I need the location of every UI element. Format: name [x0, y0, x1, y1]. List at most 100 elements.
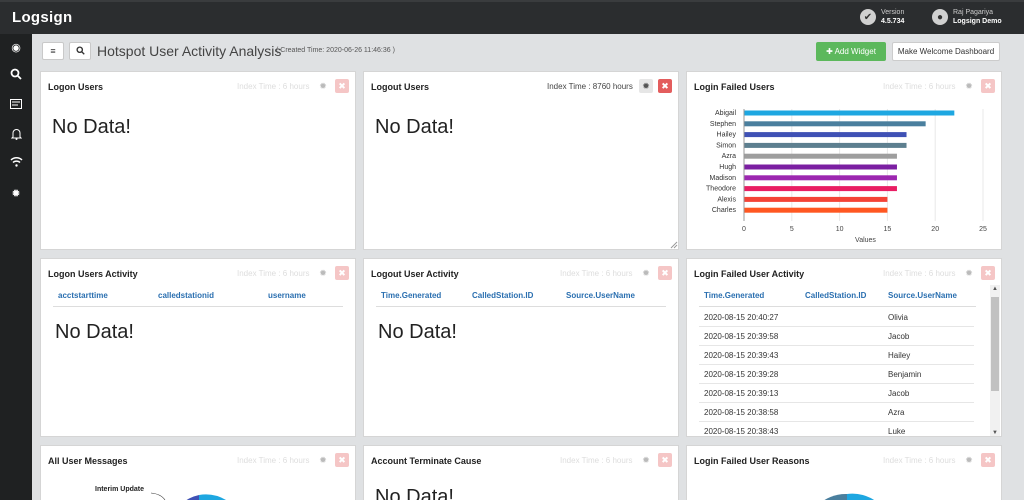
menu-toggle-button[interactable]: ≡ — [42, 42, 64, 60]
user-cell: Olivia — [888, 313, 909, 322]
settings-icon[interactable]: ✹ — [642, 268, 650, 278]
widget-login-failed-user-activity: Login Failed User Activity Index Time : … — [686, 258, 1002, 437]
close-icon[interactable]: ✖ — [981, 266, 995, 280]
search-button[interactable] — [69, 42, 91, 60]
widget-title: Logon Users — [48, 82, 104, 92]
search-icon[interactable] — [8, 68, 24, 84]
table-row[interactable]: 2020-08-15 20:40:27 Olivia — [699, 308, 974, 327]
index-time: Index Time : 6 hours — [560, 456, 633, 465]
table-header: Time.Generated CalledStation.ID Source.U… — [699, 291, 976, 307]
scroll-up-icon[interactable]: ▲ — [992, 286, 998, 292]
reasons-pie-chart — [817, 493, 877, 500]
no-data-text: No Data! — [52, 116, 131, 138]
scroll-down-icon[interactable]: ▼ — [992, 430, 998, 436]
time-cell: 2020-08-15 20:38:58 — [704, 408, 779, 417]
user-cell: Luke — [888, 427, 906, 436]
column-header[interactable]: username — [268, 291, 306, 300]
time-cell: 2020-08-15 20:39:43 — [704, 351, 779, 360]
settings-icon[interactable]: ✹ — [639, 79, 653, 93]
close-icon[interactable]: ✖ — [335, 266, 349, 280]
widget-logon-users: Logon Users Index Time : 6 hours ✹ ✖ No … — [40, 71, 356, 250]
table-row[interactable]: 2020-08-15 20:38:58 Azra — [699, 403, 974, 422]
pie-slice[interactable] — [847, 493, 877, 500]
widget-logout-user-activity: Logout User Activity Index Time : 6 hour… — [363, 258, 679, 437]
close-icon[interactable]: ✖ — [658, 266, 672, 280]
gear-icon[interactable]: ✹ — [11, 188, 21, 200]
close-icon[interactable]: ✖ — [335, 453, 349, 467]
settings-icon[interactable]: ✹ — [965, 268, 973, 278]
x-tick-label: 10 — [836, 226, 844, 233]
widget-login-failed-user-reasons: Login Failed User Reasons Index Time : 6… — [686, 445, 1002, 500]
widget-logout-users: Logout Users Index Time : 8760 hours ✹ ✖… — [363, 71, 679, 250]
version-label: Version — [881, 9, 905, 16]
settings-icon[interactable]: ✹ — [642, 455, 650, 465]
bar-charles[interactable] — [744, 207, 888, 213]
wifi-icon[interactable] — [8, 156, 24, 172]
column-header[interactable]: Source.UserName — [566, 291, 635, 300]
no-data-text: No Data! — [375, 486, 454, 500]
table-row[interactable]: 2020-08-15 20:39:43 Hailey — [699, 346, 974, 365]
table-row[interactable]: 2020-08-15 20:39:28 Benjamin — [699, 365, 974, 384]
index-time: Index Time : 6 hours — [237, 82, 310, 91]
column-header[interactable]: CalledStation.ID — [472, 291, 534, 300]
scrollbar-thumb[interactable] — [991, 297, 999, 391]
settings-icon[interactable]: ✹ — [319, 455, 327, 465]
column-header[interactable]: calledstationid — [158, 291, 215, 300]
table-row[interactable]: 2020-08-15 20:39:58 Jacob — [699, 327, 974, 346]
add-widget-button[interactable]: ✚ Add Widget — [816, 42, 886, 61]
bar-madison[interactable] — [744, 175, 897, 181]
time-cell: 2020-08-15 20:38:43 — [704, 427, 779, 436]
pie-slice[interactable] — [179, 495, 199, 500]
close-icon[interactable]: ✖ — [658, 453, 672, 467]
bar-alexis[interactable] — [744, 196, 888, 202]
user-menu[interactable]: ● Raj Pagariya Logsign Demo — [932, 8, 1002, 26]
table-header: Time.Generated CalledStation.ID Source.U… — [376, 291, 666, 307]
close-icon[interactable]: ✖ — [335, 79, 349, 93]
table-row[interactable]: 2020-08-15 20:38:43 Luke — [699, 422, 974, 436]
bar-hugh[interactable] — [744, 164, 897, 170]
user-cell: Benjamin — [888, 370, 922, 379]
version-value: 4.5.734 — [881, 18, 905, 25]
bar-azra[interactable] — [744, 153, 897, 159]
time-cell: 2020-08-15 20:40:27 — [704, 313, 779, 322]
settings-icon[interactable]: ✹ — [965, 455, 973, 465]
pie-label-leader — [150, 492, 166, 500]
settings-icon[interactable]: ✹ — [319, 81, 327, 91]
index-time: Index Time : 8760 hours — [547, 82, 633, 91]
settings-icon[interactable]: ✹ — [319, 268, 327, 278]
report-icon[interactable] — [8, 98, 24, 114]
bar-simon[interactable] — [744, 142, 907, 148]
pie-slice[interactable] — [817, 493, 847, 500]
x-tick-label: 25 — [979, 226, 987, 233]
column-header[interactable]: Source.UserName — [888, 291, 957, 300]
pie-slice[interactable] — [199, 494, 226, 500]
close-icon[interactable]: ✖ — [658, 79, 672, 93]
close-icon[interactable]: ✖ — [981, 79, 995, 93]
bell-icon[interactable] — [8, 128, 24, 144]
make-welcome-dashboard-button[interactable]: Make Welcome Dashboard — [892, 42, 1000, 61]
sidebar: ◉ ✹ — [0, 34, 32, 500]
messages-pie-chart — [150, 492, 226, 500]
dashboard-icon[interactable]: ◉ — [11, 42, 21, 54]
user-name: Raj Pagariya — [953, 9, 994, 16]
column-header[interactable]: CalledStation.ID — [805, 291, 867, 300]
category-label: Simon — [716, 142, 736, 149]
table-row[interactable]: 2020-08-15 20:39:13 Jacob — [699, 384, 974, 403]
time-cell: 2020-08-15 20:39:58 — [704, 332, 779, 341]
bar-theodore[interactable] — [744, 186, 897, 192]
widget-title: Account Terminate Cause — [371, 456, 482, 466]
close-icon[interactable]: ✖ — [981, 453, 995, 467]
brand-logo[interactable]: Logsign — [12, 9, 73, 26]
category-label: Alexis — [717, 196, 736, 203]
login-failed-users-bar-chart: 0 5 10 15 20 25 Abigail Stephen Hailey Simon Azra H… — [706, 109, 987, 244]
resize-handle-icon[interactable] — [670, 241, 678, 249]
table-scrollbar[interactable]: ▲ ▼ — [990, 285, 1000, 436]
widget-title: Logon Users Activity — [48, 269, 138, 279]
bar-hailey[interactable] — [744, 132, 907, 138]
column-header[interactable]: acctstarttime — [58, 291, 108, 300]
column-header[interactable]: Time.Generated — [381, 291, 442, 300]
bar-abigail[interactable] — [744, 110, 955, 116]
settings-icon[interactable]: ✹ — [965, 81, 973, 91]
bar-stephen[interactable] — [744, 121, 926, 127]
column-header[interactable]: Time.Generated — [704, 291, 765, 300]
